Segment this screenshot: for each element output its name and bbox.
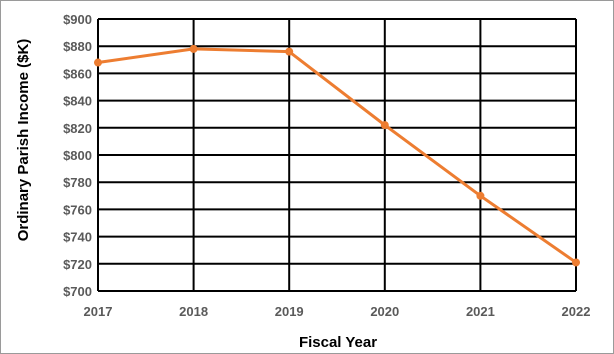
y-tick-label: $740 xyxy=(63,230,92,245)
x-axis-ticks: 2017 2018 2019 2020 2021 2022 xyxy=(84,304,591,319)
y-axis-ticks: $700 $720 $740 $760 $780 $800 $820 $840 $860 $880… xyxy=(63,12,92,299)
data-point xyxy=(94,58,102,67)
y-axis-title: Ordinary Parish Income ($K) xyxy=(15,39,32,242)
x-tick-label: 2019 xyxy=(275,304,304,319)
y-tick-label: $860 xyxy=(63,66,92,81)
x-tick-label: 2018 xyxy=(179,304,208,319)
y-tick-label: $840 xyxy=(63,94,92,109)
y-tick-label: $700 xyxy=(63,284,92,299)
y-tick-label: $820 xyxy=(63,121,92,136)
series-line xyxy=(97,47,577,264)
x-tick-label: 2021 xyxy=(466,304,495,319)
data-point xyxy=(189,44,198,53)
data-point xyxy=(476,191,485,200)
x-tick-label: 2017 xyxy=(84,304,113,319)
y-tick-label: $880 xyxy=(63,39,92,54)
chart-grid xyxy=(97,18,577,292)
y-tick-label: $760 xyxy=(63,202,92,217)
y-tick-label: $900 xyxy=(63,12,92,27)
y-tick-label: $800 xyxy=(63,148,92,163)
data-point xyxy=(572,258,580,267)
data-point xyxy=(380,121,389,130)
y-tick-label: $780 xyxy=(63,175,92,190)
x-axis-title: Fiscal Year xyxy=(299,334,377,351)
data-point xyxy=(285,47,294,56)
data-series xyxy=(94,44,580,267)
x-tick-label: 2022 xyxy=(562,304,591,319)
y-tick-label: $720 xyxy=(63,257,92,272)
x-tick-label: 2020 xyxy=(370,304,399,319)
